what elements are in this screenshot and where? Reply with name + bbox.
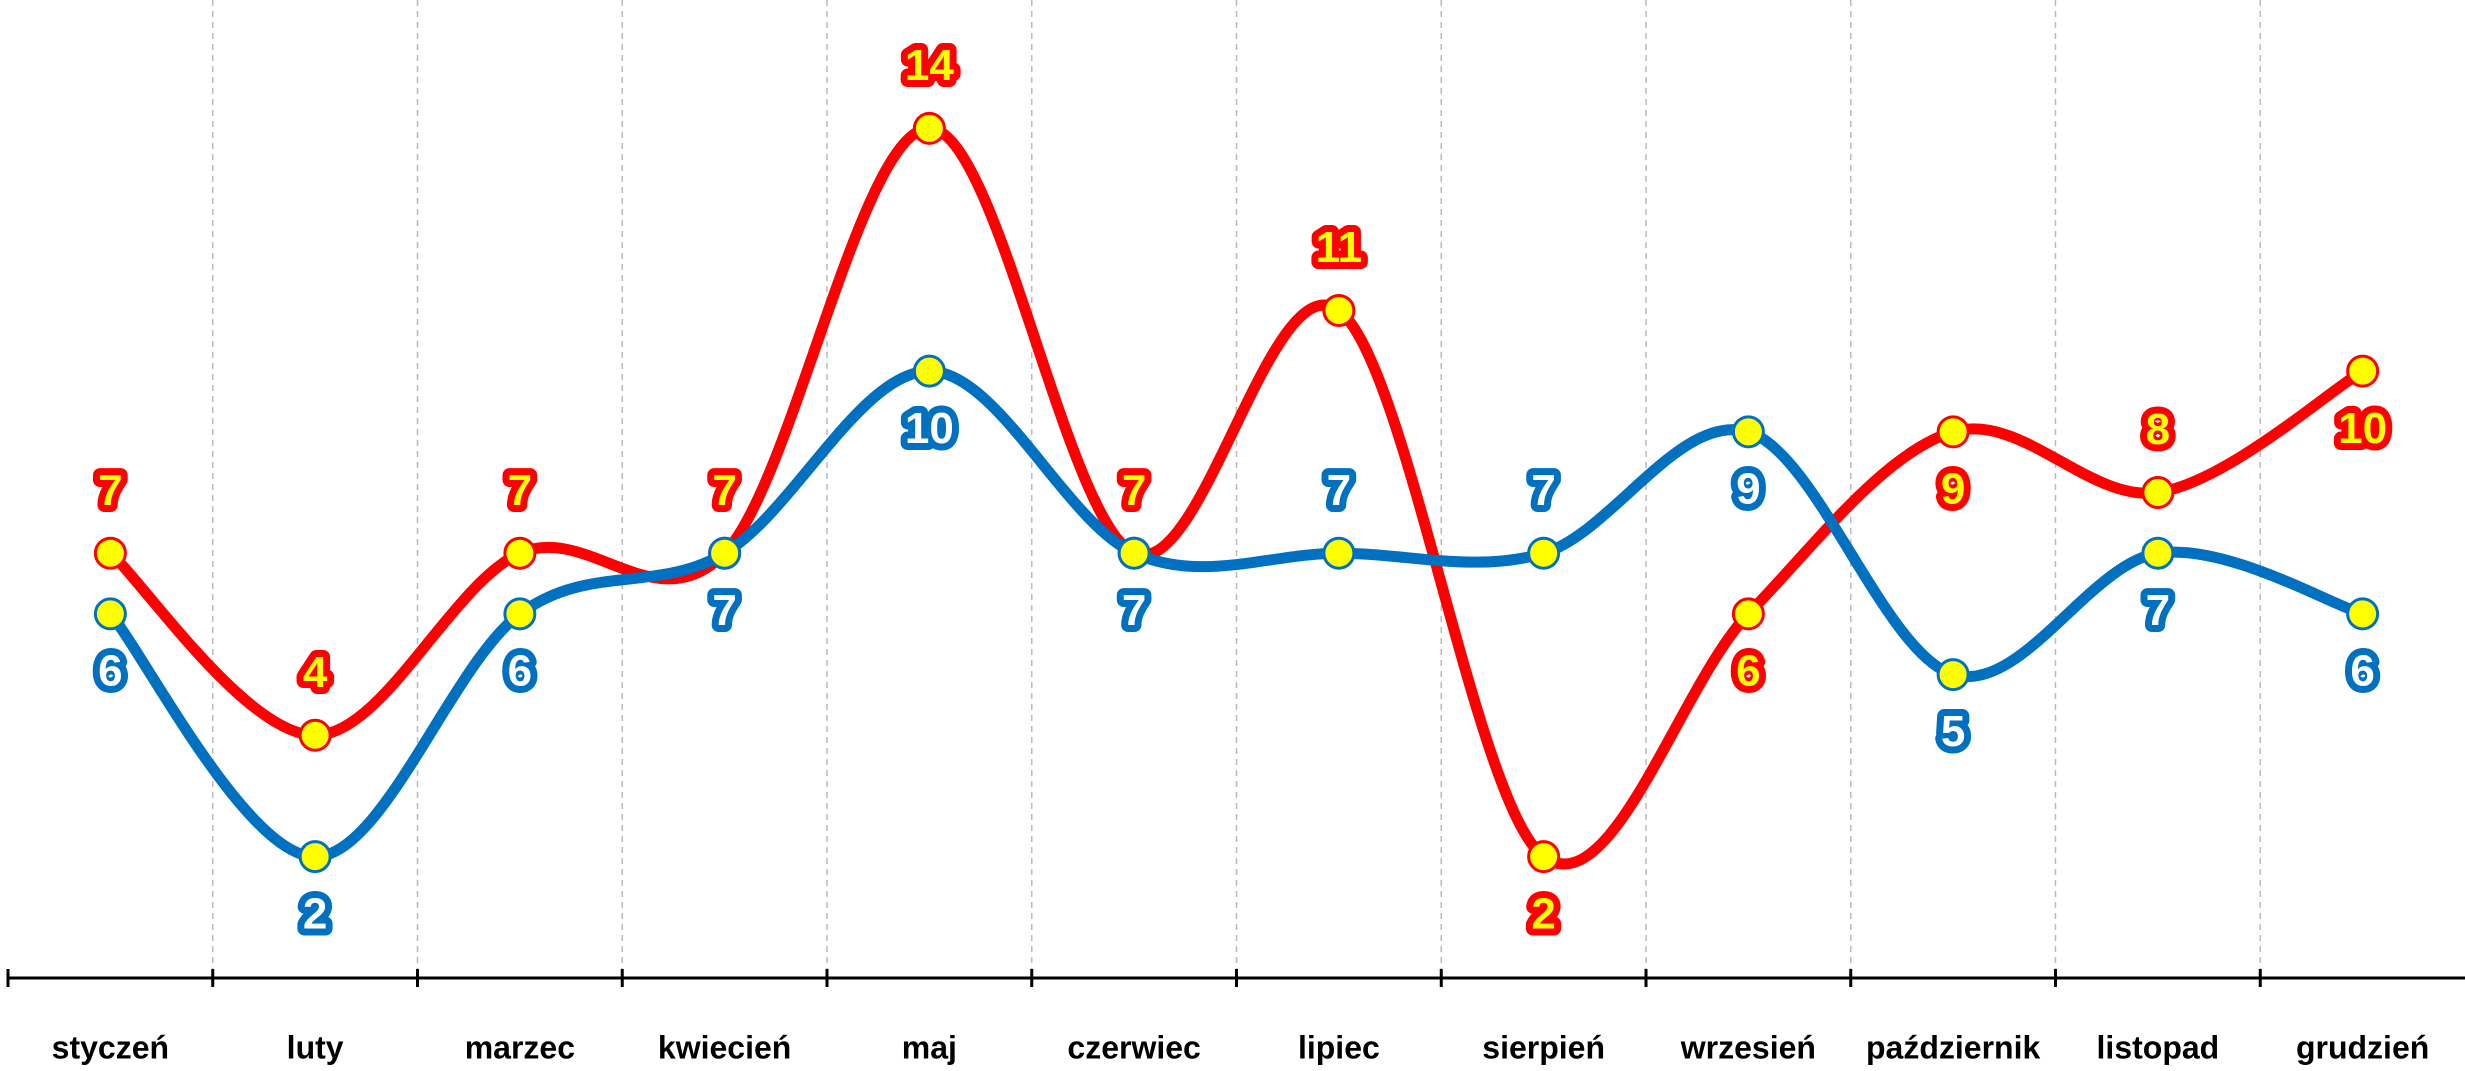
data-label: 2 <box>303 889 327 938</box>
point-marker <box>93 536 127 570</box>
data-label: 6 <box>2350 647 2374 696</box>
x-tick-label: październik <box>1866 1029 2040 1065</box>
point-marker <box>1936 415 1970 449</box>
point-marker <box>298 718 332 752</box>
data-label: 11 <box>1316 223 1363 272</box>
point-marker <box>912 111 946 145</box>
data-label: 8 <box>2146 405 2170 454</box>
x-tick-label: listopad <box>2097 1029 2220 1065</box>
point-marker <box>93 597 127 631</box>
x-tick-label: lipiec <box>1298 1029 1380 1065</box>
point-marker <box>2141 476 2175 509</box>
point-marker <box>503 536 537 570</box>
point-marker <box>1731 597 1765 631</box>
x-tick-label: sierpień <box>1482 1029 1605 1065</box>
x-tick-label: luty <box>287 1029 344 1065</box>
point-marker <box>2346 354 2380 388</box>
point-marker <box>1527 536 1561 570</box>
x-tick-label: marzec <box>465 1029 575 1065</box>
data-label: 9 <box>1941 464 1965 513</box>
data-label: 7 <box>1122 586 1146 635</box>
point-marker <box>2346 597 2380 631</box>
data-label: 4 <box>303 648 328 697</box>
data-label: 7 <box>712 586 736 635</box>
data-label: 2 <box>1531 889 1555 938</box>
data-label: 7 <box>712 466 736 515</box>
data-label: 5 <box>1941 707 1965 756</box>
data-label: 7 <box>1122 466 1146 515</box>
x-tick-label: grudzień <box>2296 1029 2429 1065</box>
point-marker <box>708 536 742 570</box>
point-marker <box>1117 536 1151 570</box>
point-marker <box>1322 536 1356 570</box>
point-marker <box>1527 840 1561 874</box>
data-label: 10 <box>905 404 954 453</box>
data-label: 7 <box>1531 466 1555 515</box>
data-label: 6 <box>98 647 122 696</box>
data-label: 7 <box>1327 466 1351 515</box>
point-marker <box>1731 415 1765 449</box>
point-marker <box>912 354 946 388</box>
data-label: 6 <box>1736 647 1760 696</box>
data-label: 6 <box>508 647 532 696</box>
point-marker <box>1322 293 1356 327</box>
point-marker <box>1936 658 1970 692</box>
x-tick-label: wrzesień <box>1680 1029 1816 1065</box>
x-tick-label: czerwiec <box>1067 1029 1200 1065</box>
point-marker <box>503 597 537 631</box>
data-label: 7 <box>2146 586 2170 635</box>
point-marker <box>298 840 332 874</box>
x-tick-label: kwiecień <box>658 1029 791 1065</box>
data-label: 10 <box>2338 404 2387 453</box>
x-tick-label: maj <box>902 1029 957 1065</box>
point-marker <box>2141 536 2175 570</box>
x-tick-label: styczeń <box>52 1029 169 1065</box>
data-label: 9 <box>1736 464 1760 513</box>
data-label: 7 <box>98 466 122 515</box>
data-label: 14 <box>905 41 954 90</box>
data-label: 7 <box>508 466 532 515</box>
